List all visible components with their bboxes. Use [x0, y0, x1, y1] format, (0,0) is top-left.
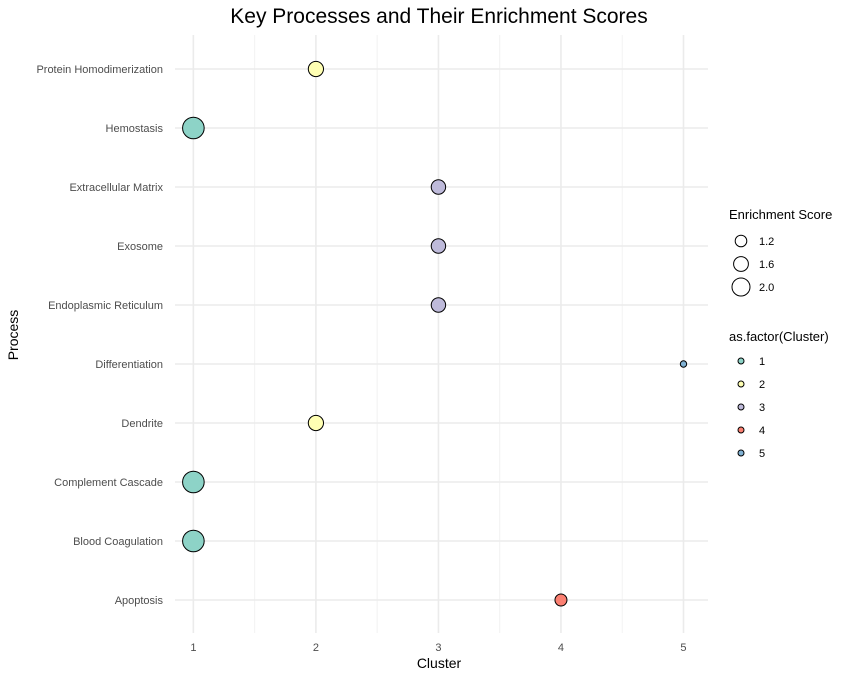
color-legend-label: 5 — [759, 448, 765, 460]
color-legend-label: 1 — [759, 356, 765, 368]
color-legend-key — [737, 403, 745, 411]
size-legend: Enrichment Score 1.2 1.6 2.0 — [729, 207, 832, 297]
data-point — [554, 593, 568, 607]
size-legend-label: 1.2 — [759, 236, 774, 248]
y-axis-tick-labels: Apoptosis Blood Coagulation Complement Cas… — [36, 64, 163, 607]
data-point — [182, 529, 205, 553]
y-tick-label: Extracellular Matrix — [69, 182, 163, 194]
color-legend-key — [737, 449, 745, 457]
data-point — [182, 470, 205, 494]
size-legend-title: Enrichment Score — [729, 207, 832, 222]
size-legend-key — [733, 256, 749, 272]
x-axis-tick-labels: 1 2 3 4 5 — [190, 642, 686, 654]
color-legend-key — [737, 380, 745, 388]
x-tick-label: 4 — [558, 642, 564, 654]
data-point — [679, 360, 688, 368]
x-tick-label: 1 — [190, 642, 196, 654]
y-tick-label: Hemostasis — [106, 123, 164, 135]
color-legend-label: 3 — [759, 402, 765, 414]
data-point — [430, 297, 447, 313]
color-legend-title: as.factor(Cluster) — [729, 329, 829, 344]
data-point — [182, 116, 205, 140]
data-point — [430, 179, 447, 195]
data-point — [307, 60, 325, 78]
data-points — [182, 60, 688, 607]
size-legend-key — [731, 277, 751, 297]
color-legend: as.factor(Cluster) 1 2 3 4 5 — [729, 329, 829, 460]
data-point — [430, 238, 447, 254]
y-axis-title: Process — [5, 310, 21, 361]
size-legend-label: 1.6 — [759, 259, 774, 271]
y-tick-label: Blood Coagulation — [73, 536, 163, 548]
y-tick-label: Apoptosis — [115, 595, 164, 607]
size-legend-label: 2.0 — [759, 282, 774, 294]
y-tick-label: Dendrite — [121, 418, 163, 430]
y-tick-label: Complement Cascade — [54, 477, 163, 489]
y-tick-label: Endoplasmic Reticulum — [48, 300, 163, 312]
color-legend-key — [737, 357, 745, 365]
x-axis-title: Cluster — [417, 655, 462, 671]
x-tick-label: 2 — [313, 642, 319, 654]
color-legend-key — [737, 426, 745, 434]
grid — [175, 35, 708, 633]
x-tick-label: 3 — [435, 642, 441, 654]
y-tick-label: Differentiation — [95, 359, 163, 371]
color-legend-label: 4 — [759, 425, 765, 437]
color-legend-label: 2 — [759, 379, 765, 391]
y-tick-label: Exosome — [117, 241, 163, 253]
x-tick-label: 5 — [680, 642, 686, 654]
data-point — [307, 414, 325, 432]
y-tick-label: Protein Homodimerization — [36, 64, 163, 76]
chart-title: Key Processes and Their Enrichment Score… — [230, 5, 647, 28]
size-legend-key — [734, 234, 748, 248]
